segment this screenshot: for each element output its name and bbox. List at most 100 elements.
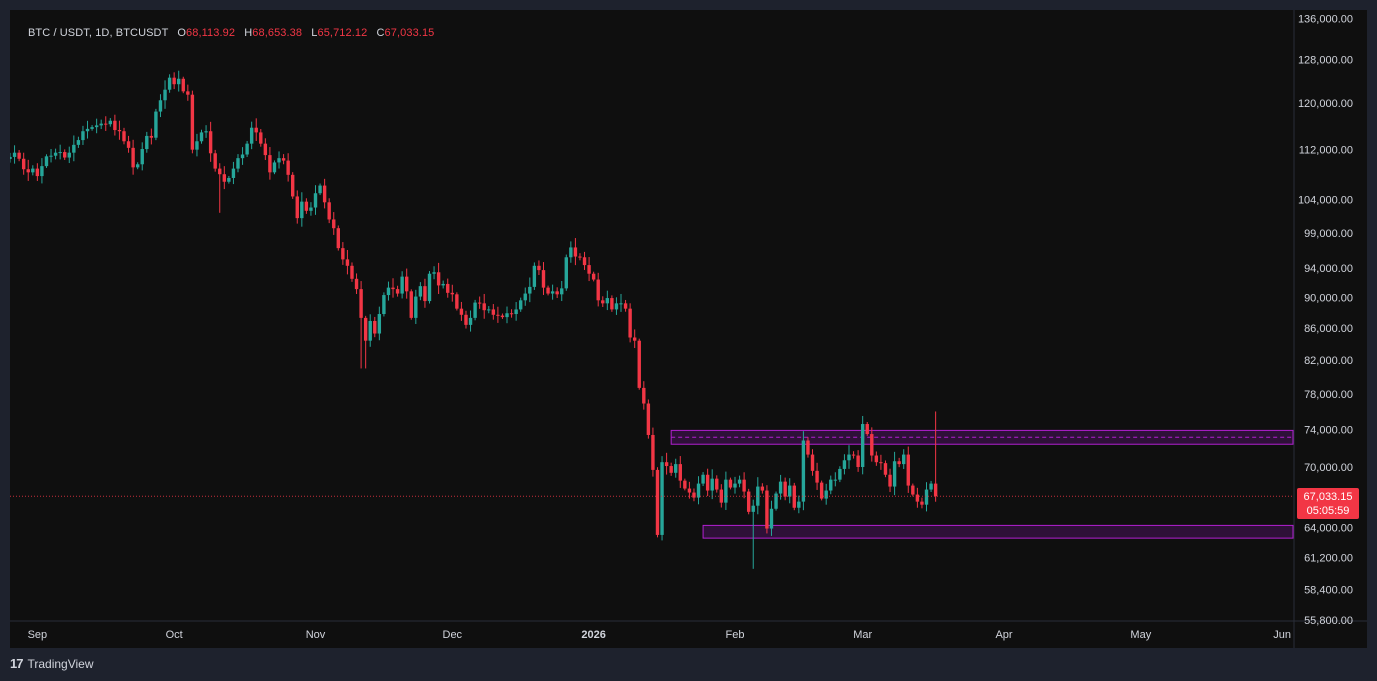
candle <box>404 268 409 299</box>
candle <box>687 481 692 499</box>
candle <box>277 151 281 169</box>
close-value: 67,033.15 <box>384 27 435 39</box>
candle <box>838 466 842 483</box>
candle <box>44 154 49 168</box>
last-price-tag-group: 67,033.15 05:05:59 <box>1297 488 1359 519</box>
candle <box>705 468 710 497</box>
y-tick-label: 90,000.00 <box>1304 292 1353 304</box>
candle <box>482 293 486 319</box>
y-tick-label: 74,000.00 <box>1304 424 1353 436</box>
y-tick-label: 70,000.00 <box>1304 462 1353 474</box>
candle <box>231 161 236 185</box>
candle <box>573 238 578 266</box>
candle <box>792 482 796 511</box>
candle <box>797 495 801 514</box>
y-tick-label: 120,000.00 <box>1298 98 1353 110</box>
candle <box>31 165 35 176</box>
y-tick-label: 136,000.00 <box>1298 14 1353 26</box>
candle <box>756 477 760 515</box>
candle <box>468 310 473 332</box>
candle <box>455 292 459 311</box>
candle <box>291 172 295 199</box>
x-tick-label: Mar <box>853 629 872 641</box>
candle <box>728 477 733 490</box>
candle <box>619 293 623 312</box>
candle <box>660 456 664 541</box>
open-key: O <box>177 27 187 39</box>
candle <box>692 488 696 502</box>
candle <box>541 262 546 295</box>
candle <box>883 460 888 478</box>
candle <box>263 138 268 160</box>
candle <box>327 198 331 224</box>
y-tick-label: 64,000.00 <box>1304 523 1353 535</box>
candle <box>40 158 44 184</box>
candle <box>94 118 99 134</box>
candle <box>382 292 386 317</box>
candle <box>669 462 673 476</box>
x-tick-label: Jun <box>1273 629 1291 641</box>
candle <box>126 135 131 153</box>
candles-layer <box>10 70 938 569</box>
candle <box>446 278 450 298</box>
candle <box>249 121 254 150</box>
candle <box>651 427 655 477</box>
candle <box>49 148 53 163</box>
tradingview-branding[interactable]: 17 TradingView <box>10 656 94 671</box>
low-key: L <box>311 27 318 39</box>
candle <box>788 478 792 504</box>
y-tick-label: 112,000.00 <box>1299 145 1353 157</box>
candle <box>897 457 901 468</box>
x-tick-label: Sep <box>28 629 48 641</box>
candle <box>555 287 559 298</box>
chart-canvas[interactable]: 136,000.00 128,000.00 120,000.00 112,000.00… <box>10 10 1367 648</box>
candle <box>386 281 391 301</box>
candle <box>605 290 610 311</box>
candle <box>569 241 573 263</box>
candle <box>724 471 728 510</box>
candle <box>108 118 113 127</box>
candle <box>58 144 62 160</box>
x-tick-label: Oct <box>166 629 183 641</box>
candle <box>888 468 892 493</box>
candle <box>432 266 436 280</box>
candle <box>906 446 910 493</box>
candle <box>436 262 441 294</box>
x-tick-label: Dec <box>443 629 463 641</box>
candle <box>532 262 537 290</box>
symbol-label[interactable]: BTC / USDT, 1D, BTCUSDT <box>28 27 169 39</box>
tradingview-brand-name: TradingView <box>27 656 94 671</box>
candle <box>218 163 222 213</box>
candle <box>345 250 350 275</box>
candle <box>368 314 372 347</box>
candle <box>487 306 491 314</box>
candle <box>122 127 126 145</box>
candle <box>259 129 263 147</box>
candle <box>135 162 140 170</box>
candle <box>145 131 149 153</box>
candle <box>10 152 12 163</box>
close-key: C <box>376 27 385 39</box>
ohlc-legend: BTC / USDT, 1D, BTCUSDT O68,113.92 H68,6… <box>28 27 434 39</box>
candle <box>847 445 851 469</box>
candle <box>332 212 336 235</box>
candle <box>833 472 838 487</box>
candle <box>167 74 172 93</box>
chart-frame[interactable]: 136,000.00 128,000.00 120,000.00 112,000.00… <box>10 10 1367 648</box>
candle <box>765 485 769 534</box>
candle <box>683 478 687 491</box>
candle <box>911 483 915 497</box>
candle <box>281 154 286 165</box>
candle <box>204 125 208 138</box>
last-price-tag-price: 67,033.15 <box>1304 491 1353 503</box>
candle <box>842 454 847 475</box>
candle <box>742 472 746 499</box>
price-axis[interactable]: 136,000.00 128,000.00 120,000.00 112,000.00… <box>1298 14 1353 628</box>
time-axis[interactable]: Sep Oct Nov Dec 2026 Feb Mar Apr May Jun <box>28 629 1291 641</box>
candle <box>915 487 920 508</box>
candle <box>177 70 181 92</box>
zone-support[interactable] <box>702 524 1294 539</box>
candle <box>856 450 860 472</box>
candle <box>810 449 815 476</box>
candle <box>26 159 30 181</box>
